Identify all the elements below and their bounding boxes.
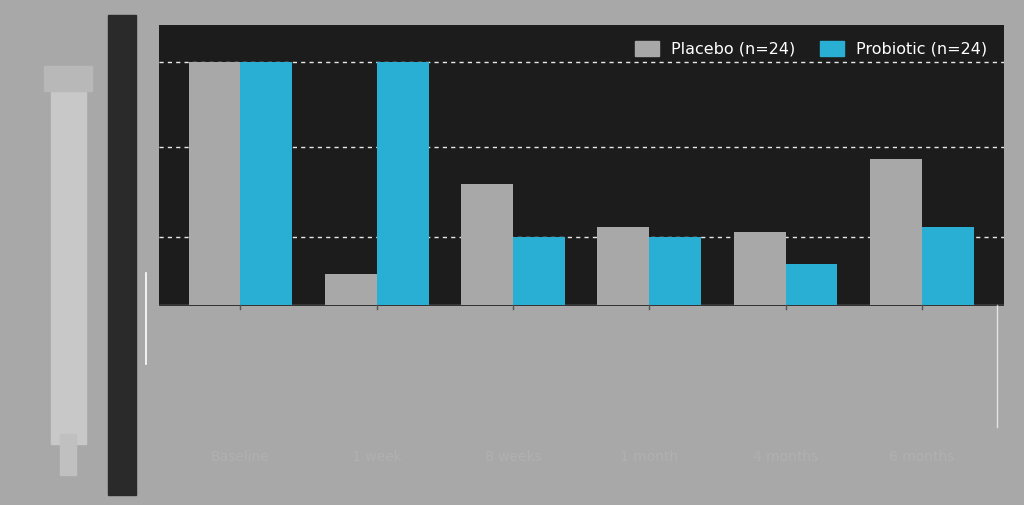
Bar (377, 62, 428, 306)
Bar (785, 264, 838, 306)
Bar (159, 306, 1004, 439)
Bar (649, 237, 701, 306)
Bar (734, 232, 785, 306)
Bar (188, 62, 241, 306)
Bar (513, 237, 565, 306)
Bar (597, 227, 649, 306)
Bar (922, 227, 974, 306)
Bar (51, 81, 86, 444)
Bar (461, 184, 513, 306)
Bar (241, 62, 292, 306)
Legend: Placebo (n=24), Probiotic (n=24): Placebo (n=24), Probiotic (n=24) (627, 33, 995, 65)
Bar (870, 159, 922, 306)
Bar (325, 274, 377, 306)
Bar (108, 15, 136, 495)
Bar (60, 434, 76, 475)
Bar (44, 66, 92, 91)
